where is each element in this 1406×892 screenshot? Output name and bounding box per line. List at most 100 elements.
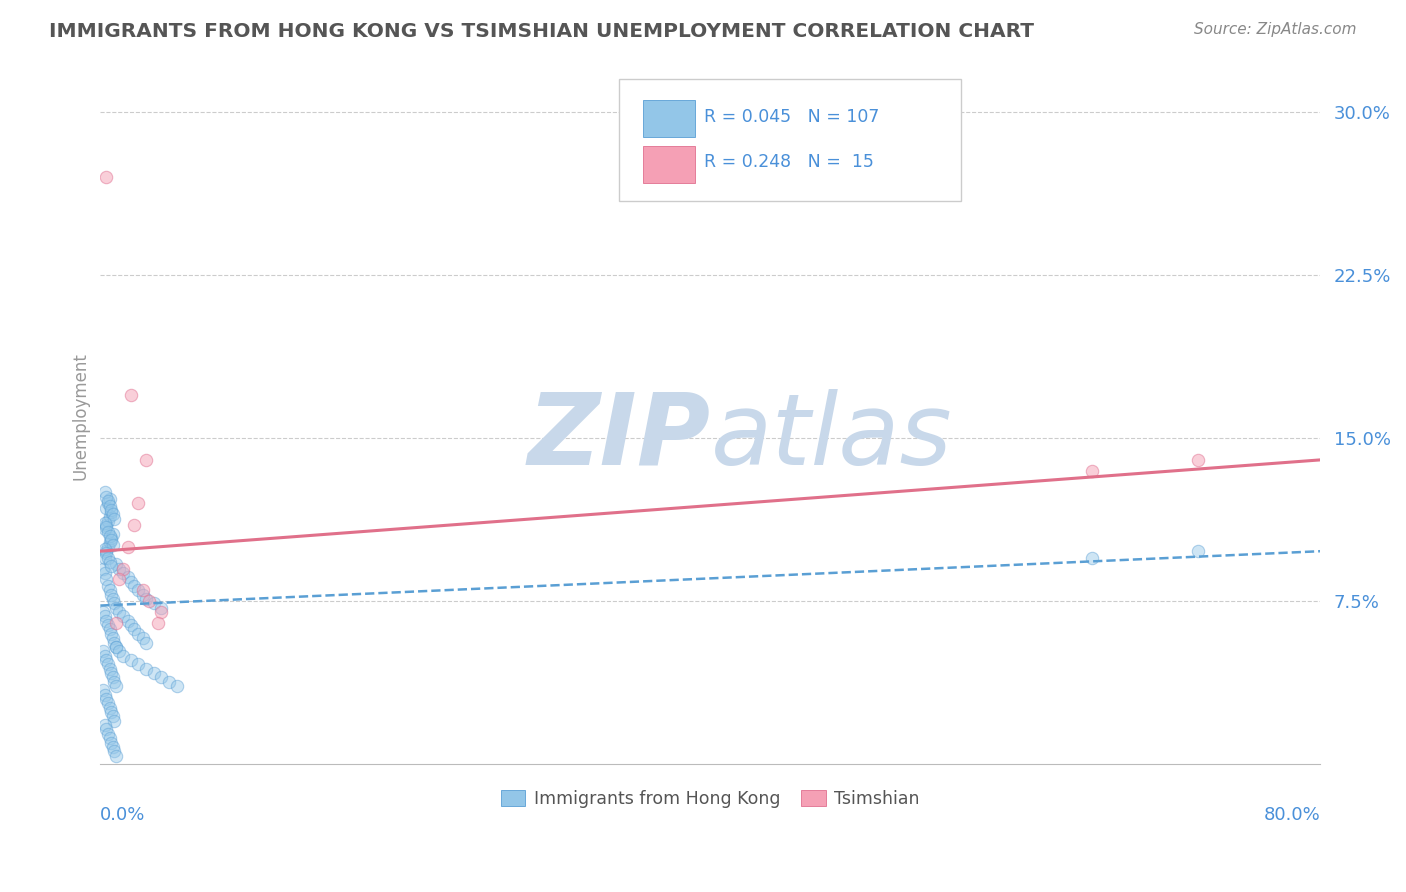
Point [1080,464,1102,478]
Point [98,499,121,513]
Point [93,683,115,698]
Point [94,516,117,530]
Point [135,453,157,467]
Point [112,609,135,624]
Point [100,559,122,574]
Point [96,573,118,587]
Point [98,555,121,569]
Point [1080,550,1102,565]
Point [94,718,117,732]
Point [122,579,145,593]
Point [98,491,121,506]
Point [94,541,117,556]
Point [93,561,115,575]
Point [101,709,124,723]
FancyBboxPatch shape [644,145,695,184]
Point [100,588,122,602]
Point [157,674,180,689]
Point [103,674,125,689]
Point [93,644,115,658]
Point [98,700,121,714]
Text: 80.0%: 80.0% [1264,806,1320,824]
Point [96,544,118,558]
Point [103,714,125,728]
Point [97,550,120,565]
Point [100,533,122,548]
Point [148,615,170,630]
Point [112,566,135,580]
Legend: Immigrants from Hong Kong, Tsimshian: Immigrants from Hong Kong, Tsimshian [494,782,927,814]
Point [98,509,121,524]
Point [97,540,120,554]
Point [96,546,118,560]
Point [1187,544,1209,558]
Point [104,600,127,615]
Point [94,688,117,702]
Text: 0.0%: 0.0% [100,806,146,824]
Point [120,618,142,632]
Point [127,583,149,598]
Point [135,662,157,676]
Point [150,600,173,615]
Point [107,573,129,587]
Point [112,648,135,663]
Point [97,494,120,508]
Point [107,605,129,619]
Point [117,540,139,554]
Point [150,670,173,684]
Point [96,692,118,706]
Point [132,631,155,645]
Text: R = 0.045   N = 107: R = 0.045 N = 107 [704,108,880,126]
Point [97,524,120,539]
Point [96,170,118,185]
Point [104,558,127,572]
Point [142,596,165,610]
Point [98,623,121,637]
Point [117,570,139,584]
Point [100,531,122,545]
Point [132,588,155,602]
Point [127,496,149,510]
Point [97,657,120,672]
Point [117,614,139,628]
FancyBboxPatch shape [619,79,960,201]
Point [96,500,118,515]
Point [96,518,118,533]
Point [112,561,135,575]
Point [135,635,157,649]
Point [94,550,117,565]
Point [120,574,142,589]
Point [98,583,121,598]
Point [94,566,117,580]
Point [104,748,127,763]
Point [101,592,124,607]
Point [98,662,121,676]
Point [101,507,124,521]
Text: IMMIGRANTS FROM HONG KONG VS TSIMSHIAN UNEMPLOYMENT CORRELATION CHART: IMMIGRANTS FROM HONG KONG VS TSIMSHIAN U… [49,22,1035,41]
Point [97,496,120,510]
Point [103,511,125,525]
Point [104,640,127,654]
Point [97,514,120,528]
Point [100,503,122,517]
Point [103,596,125,610]
Point [103,744,125,758]
Point [107,644,129,658]
Point [98,535,121,549]
Point [96,723,118,737]
Point [97,697,120,711]
Point [93,605,115,619]
Point [97,579,120,593]
Point [101,670,124,684]
Text: ZIP: ZIP [527,389,710,486]
Point [135,592,157,607]
Point [100,705,122,719]
Text: Source: ZipAtlas.com: Source: ZipAtlas.com [1194,22,1357,37]
Point [142,665,165,680]
Point [120,387,142,401]
Point [138,594,160,608]
Point [103,635,125,649]
Point [101,739,124,754]
Point [96,490,118,504]
Point [127,657,149,672]
